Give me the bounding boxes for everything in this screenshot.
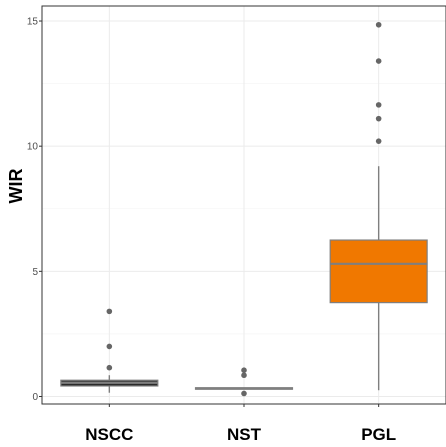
y-axis-title: WIR [6, 169, 26, 204]
box-nscc [60, 308, 159, 393]
y-tick-label: 5 [32, 267, 38, 278]
outlier-point [106, 308, 113, 315]
outlier-point [375, 138, 382, 144]
box-pgl [329, 21, 428, 391]
outlier-point [241, 367, 247, 374]
outlier-point [375, 58, 382, 64]
outlier-point [241, 390, 247, 397]
x-tick-label-nst: NST [227, 425, 262, 444]
outlier-point [241, 372, 247, 379]
outlier-point [375, 102, 382, 108]
axes: 0 5 10 15 NSCC NST PGL [27, 17, 396, 444]
outlier-point [375, 115, 382, 122]
box-body [329, 239, 428, 304]
y-tick-label: 10 [27, 142, 39, 153]
x-tick-label-pgl: PGL [361, 425, 396, 444]
outlier-point [106, 364, 113, 371]
y-tick-label: 15 [27, 17, 39, 28]
outlier-point [106, 343, 113, 350]
y-tick-label: 0 [32, 392, 38, 403]
x-tick-label-nscc: NSCC [85, 425, 133, 444]
boxes [60, 21, 428, 397]
outlier-point [375, 21, 382, 28]
box-nst [194, 367, 294, 397]
